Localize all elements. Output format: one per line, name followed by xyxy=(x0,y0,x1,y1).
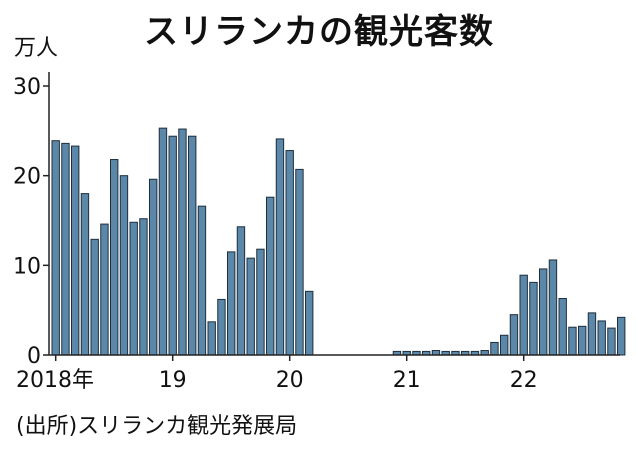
y-tick-label: 0 xyxy=(27,344,41,369)
chart-title: スリランカの観光客数 xyxy=(144,12,494,52)
bar xyxy=(149,178,158,356)
bar xyxy=(275,138,285,356)
y-tick-label: 10 xyxy=(13,254,41,279)
x-tick-label: 20 xyxy=(276,368,304,393)
bar xyxy=(178,128,187,356)
bar xyxy=(490,341,499,356)
bar xyxy=(529,281,538,356)
bar xyxy=(61,142,70,356)
y-ticks-group: 0 10 20 30 xyxy=(13,75,49,369)
bar xyxy=(256,248,265,356)
bar xyxy=(500,334,509,356)
y-tick-label: 30 xyxy=(13,75,41,100)
bars-group xyxy=(51,127,626,356)
bar xyxy=(90,238,99,356)
bar xyxy=(207,321,216,356)
x-tick-label: 22 xyxy=(510,368,538,393)
bar xyxy=(236,226,246,356)
x-tick-label: 19 xyxy=(159,368,187,393)
bar xyxy=(285,150,294,356)
bar xyxy=(129,221,138,356)
bar xyxy=(71,145,80,356)
bar xyxy=(80,193,90,356)
bar xyxy=(197,205,207,356)
x-tick-label: 2018年 xyxy=(16,368,94,393)
bar xyxy=(295,168,304,356)
bar xyxy=(158,127,168,356)
bar xyxy=(266,196,275,356)
bar xyxy=(227,251,236,356)
y-axis-unit-label: 万人 xyxy=(14,36,59,61)
bar xyxy=(568,326,577,356)
bar xyxy=(587,312,597,356)
bar xyxy=(119,175,129,356)
bar xyxy=(558,298,567,356)
bar xyxy=(51,140,60,356)
bar xyxy=(110,159,119,356)
bar xyxy=(509,314,519,356)
y-tick-label: 20 xyxy=(13,165,41,190)
bar xyxy=(548,259,558,356)
bar xyxy=(597,320,606,356)
bar xyxy=(100,223,109,356)
source-note: (出所)スリランカ観光発展局 xyxy=(16,414,298,439)
bar xyxy=(607,327,616,356)
bar xyxy=(188,135,197,356)
bar xyxy=(139,218,148,356)
x-tick-label: 21 xyxy=(393,368,421,393)
bar xyxy=(168,135,177,356)
x-ticks-group: 2018年 19 20 21 22 xyxy=(16,355,538,393)
bar xyxy=(578,325,587,356)
bar xyxy=(305,290,314,356)
bar xyxy=(539,268,548,356)
bar xyxy=(519,274,528,356)
bar xyxy=(246,257,255,356)
bar xyxy=(217,298,226,356)
bar xyxy=(617,316,626,356)
